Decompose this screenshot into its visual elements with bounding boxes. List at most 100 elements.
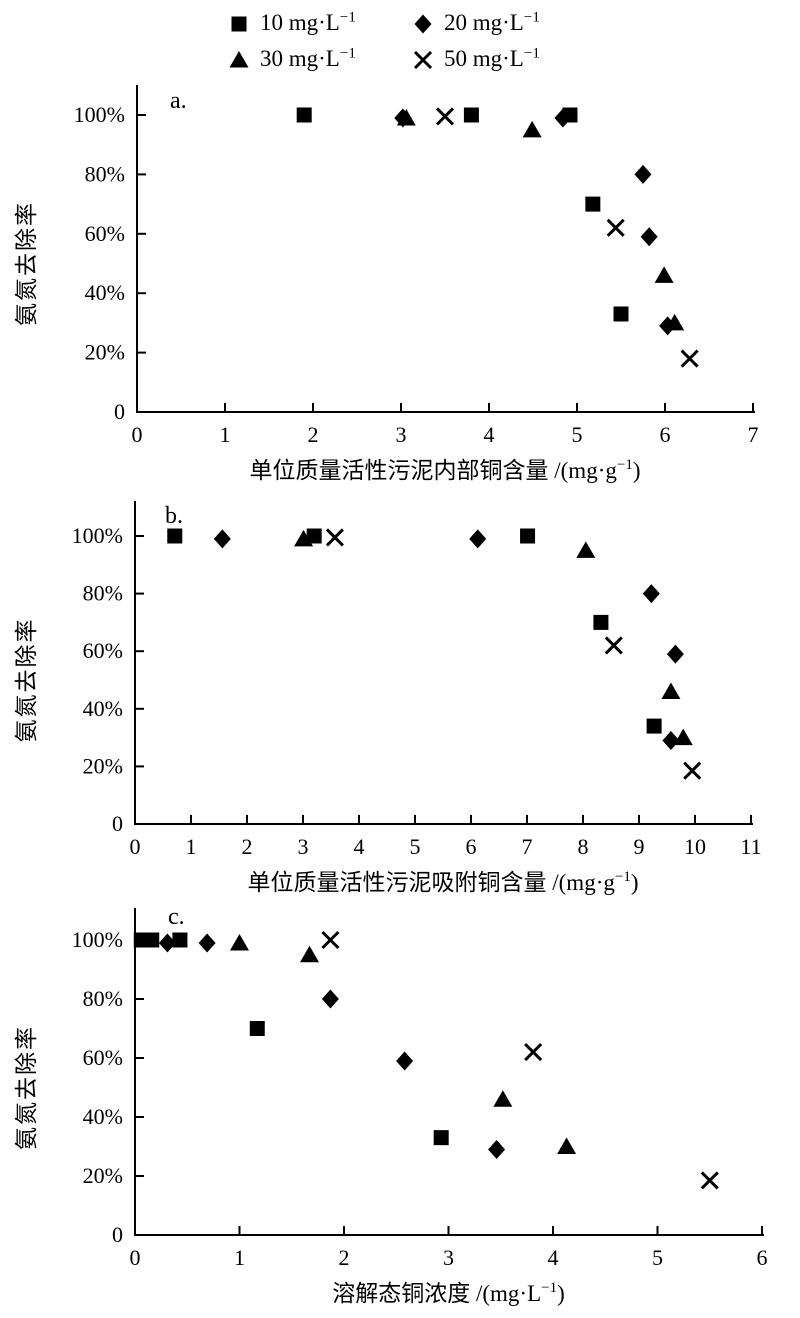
cross-marker-icon [700, 1171, 719, 1190]
triangle-marker-icon [300, 945, 320, 963]
cross-marker-icon [524, 1043, 543, 1062]
x-tick-label: 7 [522, 834, 533, 859]
triangle-marker-icon [665, 313, 685, 331]
x-tick-label: 3 [298, 834, 309, 859]
legend-item-cross: 50 mg·L−1 [412, 44, 540, 74]
square-marker-icon [172, 932, 188, 948]
square-marker-icon [520, 528, 536, 544]
triangle-marker-icon [654, 266, 674, 283]
triangle-marker-icon [661, 682, 681, 700]
cross-marker-icon [413, 50, 433, 70]
panel-label: c. [168, 904, 185, 930]
x-tick-label: 8 [578, 834, 589, 859]
square-marker-icon [433, 1130, 449, 1146]
diamond-marker-icon [488, 1139, 506, 1159]
x-tick-label: 5 [572, 422, 583, 447]
diamond-marker-icon [414, 14, 432, 34]
x-tick-label: 5 [652, 1245, 663, 1270]
square-marker-icon [144, 932, 160, 948]
x-tick-label: 4 [354, 834, 365, 859]
diamond-marker-icon [554, 108, 572, 128]
y-tick-label: 40% [85, 280, 125, 305]
legend-label: 30 mg·L−1 [260, 45, 356, 71]
y-axis-title: 氨氮去除率 [14, 201, 39, 326]
square-marker-icon [231, 16, 247, 32]
cross-marker-icon [321, 930, 340, 950]
x-tick-label: 1 [186, 834, 197, 859]
x-tick-label: 2 [339, 1245, 350, 1270]
triangle-marker-icon [229, 51, 249, 68]
legend: 10 mg·L−1 20 mg·L−1 30 mg·L−1 50 mg·L−1 [0, 0, 800, 80]
y-tick-label: 20% [83, 753, 123, 778]
y-tick-label: 40% [83, 696, 123, 721]
square-marker-icon [463, 107, 479, 123]
y-tick-label: 60% [83, 1045, 123, 1070]
square-marker-icon [231, 16, 247, 32]
x-tick-label: 6 [660, 422, 671, 447]
chart-panel-a: 0 1 2 3 4 5 6 7 0 20% 40% 60% 80% 100% a. 氨氮去除率 单位质量活性污泥… [0, 80, 800, 491]
diamond-marker-icon [213, 529, 231, 549]
x-tick-label: 11 [740, 834, 761, 859]
x-tick-label: 9 [634, 834, 645, 859]
triangle-marker-icon [576, 541, 596, 558]
x-tick-label: 2 [308, 422, 319, 447]
diamond-marker-icon [662, 730, 680, 750]
diamond-marker-icon [642, 584, 660, 604]
y-axis-title: 氨氮去除率 [14, 618, 39, 743]
square-marker-icon [593, 614, 609, 630]
y-tick-label: 100% [72, 523, 123, 548]
x-tick-label: 0 [132, 422, 143, 447]
square-marker-icon [167, 528, 183, 544]
x-tick-label: 6 [466, 834, 477, 859]
square-marker-icon [585, 196, 601, 212]
x-axis-title: 单位质量活性污泥内部铜含量 /(mg·g−1) [250, 457, 641, 483]
x-tick-label: 10 [684, 834, 706, 859]
square-marker-icon [613, 306, 629, 322]
scatter-plot-b: 0 1 2 3 4 5 6 7 8 9 10 11 0 20% 40% 60% 80% 100% b. 氨氮去除率单位… [14, 501, 762, 895]
x-tick-label: 2 [242, 834, 253, 859]
triangle-marker-icon [522, 120, 542, 138]
diamond-marker-icon [666, 644, 684, 664]
legend-label: 20 mg·L−1 [444, 9, 540, 35]
y-tick-label: 40% [83, 1104, 123, 1129]
x-tick-label: 7 [748, 422, 759, 447]
legend-label: 50 mg·L−1 [444, 45, 540, 71]
legend-label: 10 mg·L−1 [260, 9, 356, 35]
y-tick-label: 0 [112, 811, 123, 836]
triangle-marker-icon [294, 529, 314, 547]
triangle-marker-icon [229, 51, 249, 68]
y-tick-label: 100% [74, 102, 125, 127]
x-tick-label: 4 [548, 1245, 559, 1270]
x-axis-title: 溶解态铜浓度 /(mg·L−1) [332, 1280, 565, 1306]
triangle-marker-icon [557, 1137, 577, 1154]
y-tick-label: 0 [112, 1222, 123, 1247]
diamond-marker-icon [321, 989, 339, 1009]
x-tick-label: 6 [757, 1245, 768, 1270]
diamond-marker-icon [640, 227, 658, 247]
y-tick-label: 100% [72, 927, 123, 952]
y-axis-title: 氨氮去除率 [14, 1025, 39, 1150]
diamond-marker-icon [414, 14, 432, 34]
triangle-marker-icon [230, 933, 249, 951]
y-tick-label: 80% [83, 986, 123, 1011]
cross-marker-icon [680, 349, 699, 368]
x-tick-label: 1 [220, 422, 231, 447]
x-tick-label: 0 [130, 834, 141, 859]
panel-label: a. [170, 88, 187, 114]
diamond-marker-icon [396, 1051, 414, 1071]
triangle-marker-icon [493, 1090, 513, 1107]
cross-marker-icon [604, 636, 623, 655]
cross-marker-icon [435, 107, 455, 126]
legend-item-square: 10 mg·L−1 [228, 8, 356, 38]
square-marker-icon [296, 107, 312, 123]
y-tick-label: 60% [83, 638, 123, 663]
cross-marker-icon [683, 761, 702, 780]
cross-marker-icon [606, 218, 625, 237]
square-marker-icon [306, 528, 322, 544]
y-tick-label: 80% [85, 161, 125, 186]
cross-marker-icon [413, 50, 433, 70]
chart-panel-c: 0 1 2 3 4 5 6 0 20% 40% 60% 80% 100% c. 氨氮去除率 溶解态铜浓度 /(… [0, 902, 800, 1313]
diamond-marker-icon [158, 933, 176, 953]
